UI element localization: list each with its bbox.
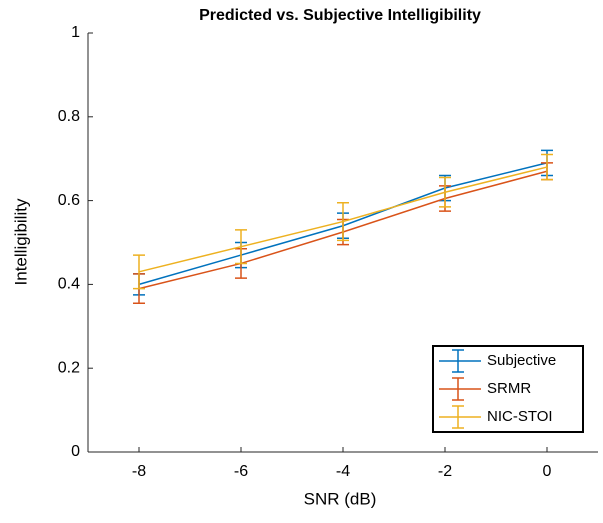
y-axis-label: Intelligibility (11, 198, 30, 285)
x-tick-label: -6 (234, 463, 248, 480)
y-tick-label: 0.4 (58, 276, 80, 293)
error-bar (235, 229, 247, 265)
x-tick-label: -4 (336, 463, 350, 480)
error-bar (133, 254, 145, 290)
legend-icon (439, 405, 481, 429)
y-tick-label: 0.8 (58, 108, 80, 125)
error-bar (337, 201, 349, 242)
y-tick-label: 1 (71, 24, 80, 41)
y-tick-label: 0 (71, 443, 80, 460)
x-tick-label: -8 (132, 463, 146, 480)
legend-label: NIC-STOI (487, 408, 553, 425)
chart-title: Predicted vs. Subjective Intelligibility (199, 7, 481, 24)
y-tick-label: 0.2 (58, 359, 80, 376)
y-tick-label: 0.6 (58, 192, 80, 209)
error-bar (439, 176, 451, 208)
legend-label: Subjective (487, 352, 556, 369)
x-tick-label: 0 (543, 463, 552, 480)
x-axis-label: SNR (dB) (304, 489, 377, 508)
error-bar (541, 153, 553, 181)
legend-label: SRMR (487, 380, 531, 397)
legend-icon (439, 377, 481, 401)
x-tick-label: -2 (438, 463, 452, 480)
legend-icon (439, 349, 481, 373)
